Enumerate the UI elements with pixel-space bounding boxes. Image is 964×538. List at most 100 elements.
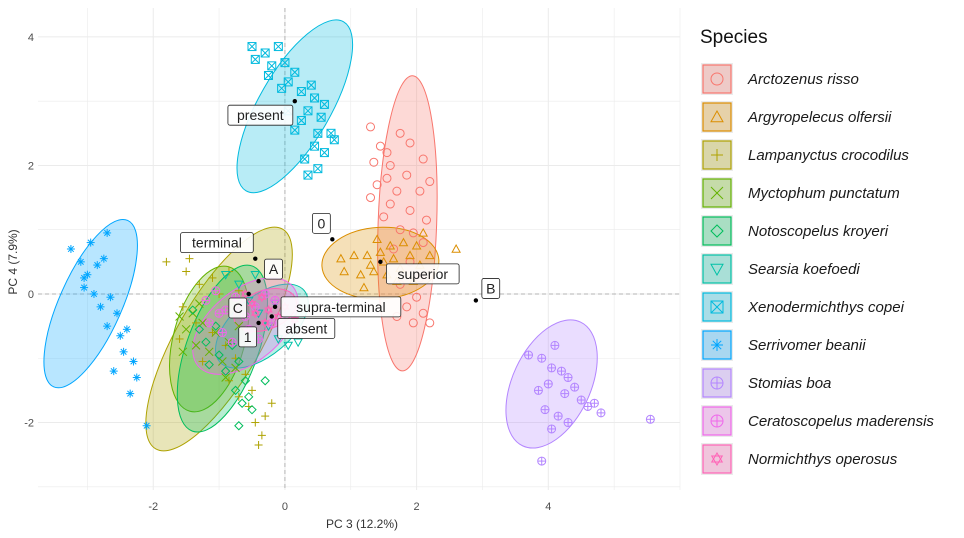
data-point	[211, 286, 221, 296]
annotations: present terminal 0 superior A B C supra-termina…	[180, 98, 501, 348]
data-point	[382, 148, 392, 158]
data-point	[175, 312, 184, 321]
ellipse	[236, 19, 354, 194]
data-point	[220, 271, 231, 280]
legend-item: Argyropelecus olfersii	[700, 98, 962, 136]
legend-key	[700, 328, 734, 362]
data-point	[576, 395, 586, 405]
data-point	[211, 328, 221, 337]
x-tick-label: 0	[282, 501, 288, 513]
legend-key	[700, 290, 734, 324]
data-point	[142, 421, 151, 430]
annotation-label: B	[486, 280, 495, 296]
data-point	[260, 48, 270, 58]
legend-swatch	[702, 292, 732, 322]
confidence-ellipses	[43, 19, 598, 452]
legend-symbol	[710, 224, 724, 238]
annotation-label: terminal	[192, 235, 242, 251]
data-point	[194, 324, 205, 335]
annotation-box	[238, 326, 257, 348]
data-point	[126, 389, 135, 398]
data-point	[181, 324, 191, 334]
legend-symbol	[710, 72, 724, 86]
legend-key	[700, 252, 734, 286]
data-point	[273, 42, 283, 52]
data-point	[93, 261, 102, 270]
data-point	[247, 298, 257, 309]
data-point	[451, 243, 461, 253]
annotation-point	[292, 98, 297, 104]
data-point	[547, 424, 557, 434]
data-point	[365, 260, 376, 269]
data-point	[119, 347, 128, 356]
data-point	[313, 164, 323, 174]
data-point	[178, 302, 187, 311]
legend-key	[700, 442, 734, 476]
data-point	[405, 205, 415, 215]
reference-lines	[38, 8, 680, 490]
data-point	[247, 404, 257, 415]
data-point	[250, 54, 260, 64]
data-point	[106, 293, 115, 302]
data-point	[233, 280, 244, 290]
annotation-point	[253, 256, 258, 261]
data-point	[306, 80, 316, 90]
data-point	[329, 135, 339, 145]
data-point	[257, 292, 267, 303]
annotation-box	[277, 318, 336, 339]
legend-symbol	[711, 339, 723, 351]
data-point	[129, 357, 138, 366]
data-point	[122, 325, 131, 334]
legend-symbol	[710, 414, 724, 428]
data-point	[201, 337, 211, 347]
data-point	[80, 273, 89, 282]
data-point	[319, 148, 329, 158]
data-point	[405, 250, 415, 260]
legend-item: Searsia koefoedi	[700, 250, 962, 288]
data-point	[313, 128, 323, 138]
data-point	[293, 338, 303, 348]
data-point	[251, 418, 260, 427]
data-point	[543, 379, 553, 389]
data-point	[191, 341, 201, 350]
data-point	[300, 154, 310, 164]
data-point	[382, 173, 392, 183]
data-point	[421, 215, 431, 225]
data-point	[103, 228, 112, 237]
data-point	[188, 308, 198, 318]
data-point	[208, 273, 217, 282]
data-point	[415, 186, 425, 196]
data-point	[283, 341, 294, 351]
legend: Species Arctozenus risso Argyropelecus ol…	[700, 26, 962, 478]
data-point	[537, 353, 547, 363]
data-point	[234, 356, 244, 367]
legend-item: Lampanyctus crocodilus	[700, 136, 962, 174]
legend-label: Arctozenus risso	[748, 70, 859, 88]
data-point	[83, 270, 92, 279]
data-point	[375, 141, 385, 151]
data-point	[372, 180, 382, 190]
data-point	[290, 125, 300, 135]
data-point	[392, 186, 402, 196]
data-point	[80, 283, 89, 292]
ellipse	[145, 226, 293, 452]
data-point	[418, 308, 428, 318]
data-point	[395, 225, 405, 235]
data-point	[253, 309, 264, 319]
legend-label: Notoscopelus kroyeri	[748, 222, 889, 240]
legend-swatch	[702, 64, 732, 94]
data-point	[296, 115, 306, 125]
data-point	[248, 386, 256, 395]
data-point	[553, 411, 563, 421]
data-point	[237, 398, 247, 408]
data-point	[267, 318, 277, 328]
data-point	[162, 257, 171, 266]
annotation-label: C	[233, 300, 243, 316]
annotation-point	[269, 314, 274, 319]
data-point	[424, 250, 435, 260]
data-point	[368, 266, 379, 276]
data-point	[290, 67, 300, 77]
data-point	[214, 308, 224, 318]
data-point	[267, 61, 277, 71]
